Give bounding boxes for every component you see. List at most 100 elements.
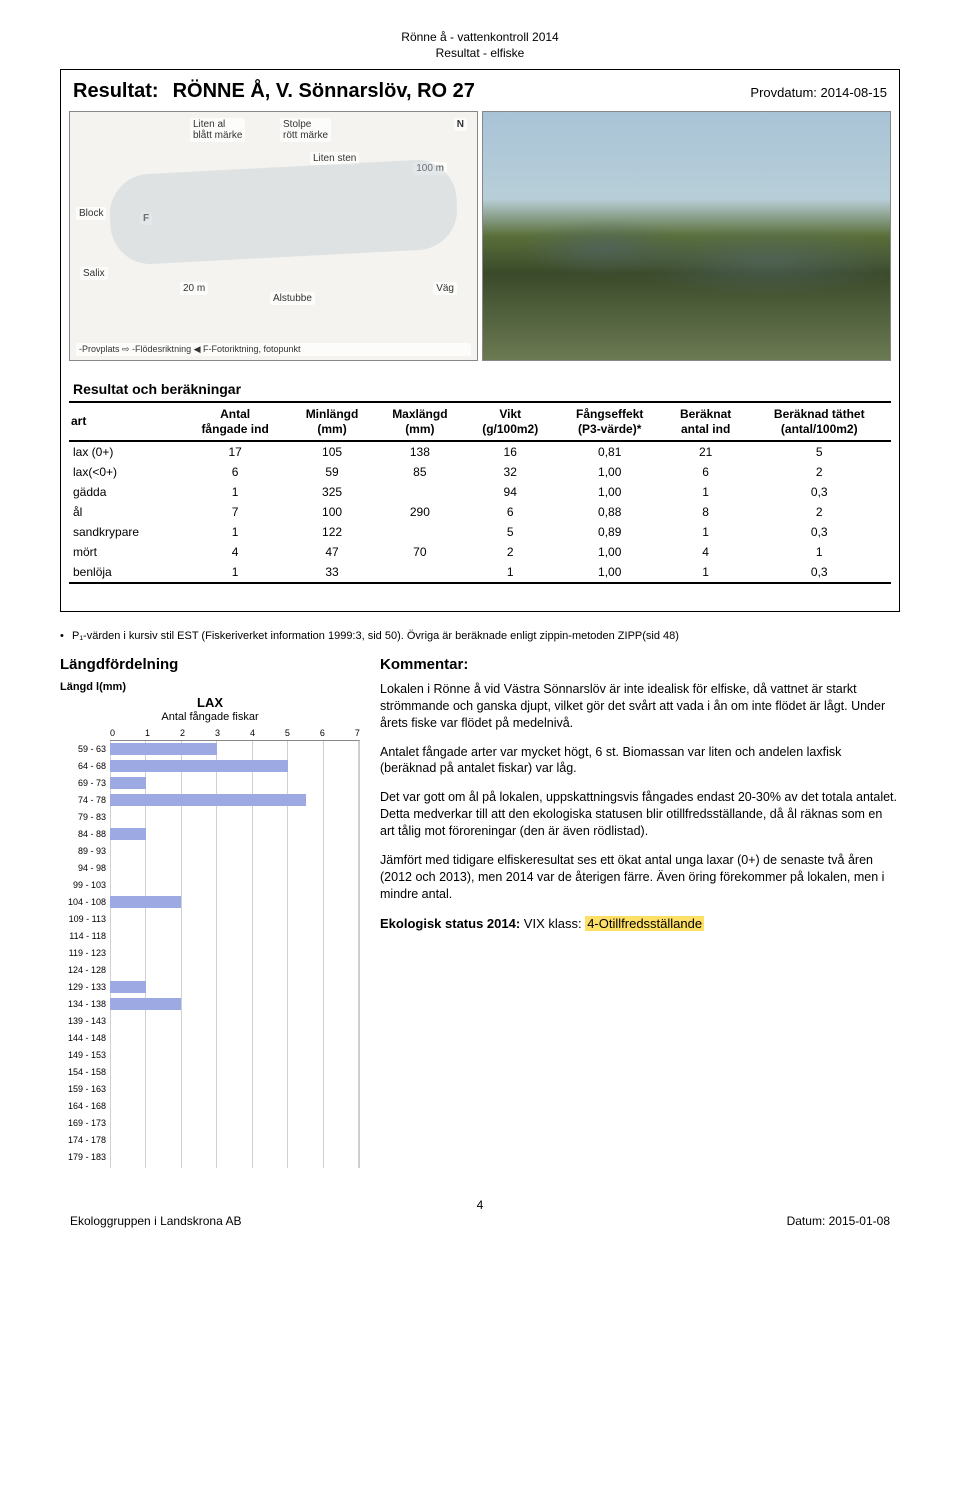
hbar-row: 69 - 73 [110, 775, 359, 792]
result-label: Resultat: [73, 80, 159, 103]
table-cell: 1 [748, 542, 891, 562]
hbar-row: 129 - 133 [110, 979, 359, 996]
chart-subtitle: Antal fångade fiskar [60, 711, 360, 724]
table-cell: 122 [289, 522, 375, 542]
hbar-row: 114 - 118 [110, 928, 359, 945]
map-stream [108, 158, 459, 266]
hbar-row: 159 - 163 [110, 1081, 359, 1098]
table-cell: 6 [664, 462, 748, 482]
table-col-header: Antalfångade ind [181, 402, 289, 441]
map-label: Alstubbe [270, 292, 315, 305]
sample-date: Provdatum: 2014-08-15 [750, 85, 887, 100]
x-tick: 4 [250, 728, 255, 738]
table-cell: 17 [181, 441, 289, 462]
table-cell: 16 [465, 441, 556, 462]
map-label: Liten al blått märke [190, 118, 245, 142]
length-title: Längdfördelning [60, 656, 360, 673]
hbar-label: 74 - 78 [60, 795, 110, 805]
calc-header: Resultat och beräkningar [73, 381, 887, 397]
hbar-label: 119 - 123 [60, 948, 110, 958]
hbar-label: 114 - 118 [60, 931, 110, 941]
hbar-row: 124 - 128 [110, 962, 359, 979]
table-cell: lax (0+) [69, 441, 181, 462]
status-label: Ekologisk status 2014: [380, 916, 520, 931]
hbar-label: 149 - 153 [60, 1050, 110, 1060]
x-tick: 2 [180, 728, 185, 738]
table-col-header: Maxlängd(mm) [375, 402, 465, 441]
footer-date: Datum: 2015-01-08 [787, 1214, 890, 1228]
table-cell: gädda [69, 482, 181, 502]
hbar-label: 89 - 93 [60, 846, 110, 856]
hbar-row: 149 - 153 [110, 1047, 359, 1064]
page-number: 4 [60, 1198, 900, 1212]
table-cell: 1 [181, 522, 289, 542]
page-footer: 4 Ekologgruppen i Landskrona AB Datum: 2… [60, 1198, 900, 1228]
comment-p1: Lokalen i Rönne å vid Västra Sönnarslöv … [380, 681, 900, 732]
table-cell: 94 [465, 482, 556, 502]
hbar-chart: 01234567 59 - 6364 - 6869 - 7374 - 7879 … [110, 728, 360, 1168]
hbar-row: 64 - 68 [110, 758, 359, 775]
hbar [110, 760, 288, 772]
images-row: Liten al blått märke Stolpe rött märke L… [69, 111, 891, 361]
table-cell: 21 [664, 441, 748, 462]
table-cell [375, 522, 465, 542]
table-col-header: Beräknatantal ind [664, 402, 748, 441]
length-distribution: Längdfördelning Längd l(mm) LAX Antal få… [60, 650, 360, 1168]
hbar-label: 109 - 113 [60, 914, 110, 924]
hbar-row: 84 - 88 [110, 826, 359, 843]
hbar-row: 89 - 93 [110, 843, 359, 860]
table-row: lax(<0+)65985321,0062 [69, 462, 891, 482]
chart-plot: 59 - 6364 - 6869 - 7374 - 7879 - 8384 - … [110, 740, 360, 1168]
hbar-row: 104 - 108 [110, 894, 359, 911]
table-cell: 1,00 [556, 562, 664, 583]
table-cell: 100 [289, 502, 375, 522]
hbar-label: 59 - 63 [60, 744, 110, 754]
hbar-label: 69 - 73 [60, 778, 110, 788]
comment-title: Kommentar: [380, 656, 900, 673]
status-value: 4-Otillfredsställande [585, 916, 704, 931]
table-cell: 5 [465, 522, 556, 542]
hbar [110, 896, 181, 908]
table-cell: 2 [748, 502, 891, 522]
comment-p3: Det var gott om ål på lokalen, uppskattn… [380, 789, 900, 840]
hbar-label: 99 - 103 [60, 880, 110, 890]
hbar-row: 109 - 113 [110, 911, 359, 928]
comment-p4: Jämfört med tidigare elfiskeresultat ses… [380, 852, 900, 903]
hbar-label: 79 - 83 [60, 812, 110, 822]
table-cell: benlöja [69, 562, 181, 583]
hbar-row: 79 - 83 [110, 809, 359, 826]
table-cell: 1,00 [556, 482, 664, 502]
table-cell: 2 [748, 462, 891, 482]
table-cell: 1 [664, 562, 748, 583]
table-cell: 0,89 [556, 522, 664, 542]
hbar-label: 154 - 158 [60, 1067, 110, 1077]
x-tick: 7 [355, 728, 360, 738]
map-legend: -Provplats ⇨ -Flödesriktning ◀ F-Fotorik… [76, 343, 471, 356]
hbar-label: 84 - 88 [60, 829, 110, 839]
table-cell: 1 [181, 562, 289, 583]
table-cell: lax(<0+) [69, 462, 181, 482]
table-col-header: Fångseffekt(P3-värde)* [556, 402, 664, 441]
result-frame: Resultat: RÖNNE Å, V. Sönnarslöv, RO 27 … [60, 69, 900, 612]
status-prefix: VIX klass: [520, 916, 585, 931]
table-col-header: Minlängd(mm) [289, 402, 375, 441]
table-cell: 290 [375, 502, 465, 522]
map-label: Stolpe rött märke [280, 118, 331, 142]
x-axis-ticks: 01234567 [110, 728, 360, 738]
hbar-label: 169 - 173 [60, 1118, 110, 1128]
table-cell: 6 [465, 502, 556, 522]
table-cell: sandkrypare [69, 522, 181, 542]
table-cell: 5 [748, 441, 891, 462]
hbar-row: 59 - 63 [110, 741, 359, 758]
comment-p2: Antalet fångade arter var mycket högt, 6… [380, 744, 900, 778]
footer-org: Ekologgruppen i Landskrona AB [70, 1214, 241, 1228]
hbar-row: 164 - 168 [110, 1098, 359, 1115]
table-cell: 1 [465, 562, 556, 583]
chart-title: LAX [60, 695, 360, 711]
hbar-label: 139 - 143 [60, 1016, 110, 1026]
table-row: lax (0+)17105138160,81215 [69, 441, 891, 462]
table-cell: 0,88 [556, 502, 664, 522]
map-label: 20 m [180, 282, 208, 295]
hbar [110, 777, 146, 789]
hbar-row: 174 - 178 [110, 1132, 359, 1149]
